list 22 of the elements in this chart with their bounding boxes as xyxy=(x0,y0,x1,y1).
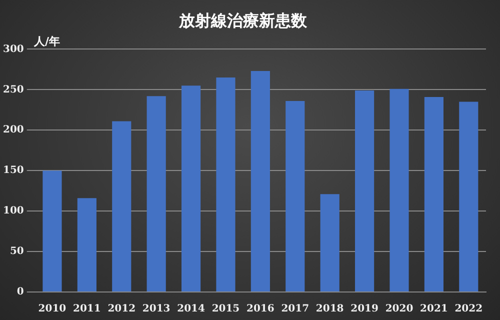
y-tick-label: 100 xyxy=(3,206,24,217)
x-tick-label: 2010 xyxy=(38,304,66,315)
chart-title: 放射線治療新患数 xyxy=(178,10,308,30)
y-tick-label: 0 xyxy=(16,286,24,298)
x-tick-label: 2020 xyxy=(385,304,414,315)
x-tick-label: 2019 xyxy=(350,304,378,315)
x-tick-label: 2015 xyxy=(212,304,240,315)
x-tick-label: 2022 xyxy=(454,304,483,315)
x-tick-label: 2014 xyxy=(177,304,205,315)
x-tick-label: 2013 xyxy=(142,304,170,315)
x-tick-label: 2012 xyxy=(108,304,136,315)
x-tick-label: 2011 xyxy=(73,304,101,315)
x-tick-label: 2021 xyxy=(420,304,448,315)
x-tick-label: 2016 xyxy=(246,304,274,315)
y-tick-label: 300 xyxy=(3,44,24,55)
y-tick-label: 200 xyxy=(3,124,24,136)
y-tick-label: 150 xyxy=(3,165,24,176)
x-tick-label: 2017 xyxy=(281,304,310,315)
y-axis-title: 人/年 xyxy=(34,34,60,49)
y-tick-label: 250 xyxy=(3,84,24,96)
y-tick-label: 50 xyxy=(10,246,24,258)
x-tick-label: 2018 xyxy=(316,304,344,315)
